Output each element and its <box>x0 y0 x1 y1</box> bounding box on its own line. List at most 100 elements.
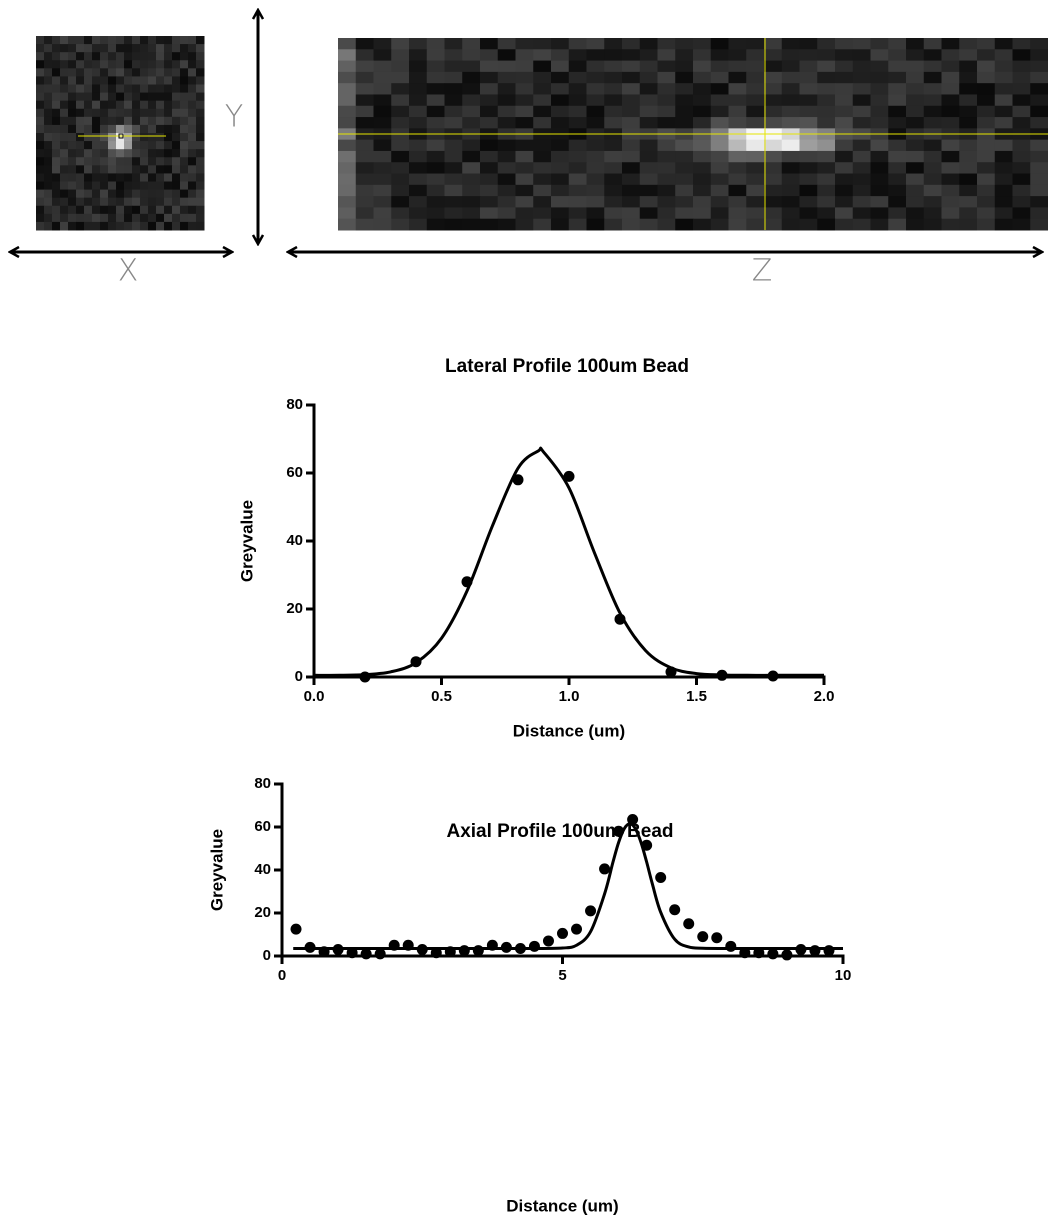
image-pixel <box>497 49 516 62</box>
image-pixel <box>338 173 357 186</box>
image-pixel <box>68 149 77 158</box>
image-pixel <box>799 173 818 186</box>
image-pixel <box>108 60 117 69</box>
image-pixel <box>977 94 996 107</box>
z-label: Z <box>752 254 773 289</box>
image-pixel <box>36 44 45 53</box>
image-pixel <box>44 133 53 142</box>
image-pixel <box>132 141 141 150</box>
image-pixel <box>124 189 133 199</box>
image-pixel <box>124 149 133 158</box>
image-pixel <box>196 116 205 126</box>
image-pixel <box>52 52 61 61</box>
image-pixel <box>84 221 93 231</box>
image-pixel <box>108 100 117 110</box>
image-pixel <box>480 49 499 62</box>
image-pixel <box>156 108 165 118</box>
image-pixel <box>60 149 69 158</box>
image-pixel <box>60 60 69 69</box>
image-pixel <box>426 218 445 231</box>
image-pixel <box>426 196 445 208</box>
image-pixel <box>148 181 157 191</box>
image-pixel <box>870 173 889 186</box>
image-pixel <box>426 60 445 73</box>
image-pixel <box>108 68 117 77</box>
image-pixel <box>68 60 77 69</box>
image-pixel <box>728 139 747 152</box>
image-pixel <box>959 173 978 186</box>
image-pixel <box>568 218 587 231</box>
image-pixel <box>148 141 157 150</box>
image-pixel <box>728 184 747 197</box>
image-pixel <box>84 181 93 191</box>
image-pixel <box>108 181 117 191</box>
image-pixel <box>835 218 854 231</box>
image-pixel <box>959 162 978 175</box>
image-pixel <box>1012 218 1031 231</box>
image-pixel <box>108 116 117 126</box>
image-pixel <box>148 149 157 158</box>
image-pixel <box>180 149 189 158</box>
image-pixel <box>533 150 552 163</box>
x-tick-label: 1.5 <box>686 688 707 705</box>
image-pixel <box>92 60 101 69</box>
image-pixel <box>586 207 605 220</box>
image-pixel <box>52 44 61 53</box>
image-pixel <box>515 184 534 197</box>
image-pixel <box>391 83 410 95</box>
image-pixel <box>906 139 925 152</box>
image-pixel <box>1030 117 1048 129</box>
image-pixel <box>657 218 676 231</box>
image-pixel <box>84 92 93 102</box>
y-tick-label: 60 <box>254 818 271 835</box>
image-pixel <box>116 181 125 191</box>
image-pixel <box>36 68 45 77</box>
image-pixel <box>657 105 676 118</box>
image-pixel <box>497 173 516 186</box>
image-pixel <box>675 218 694 231</box>
image-pixel <box>68 133 77 142</box>
image-pixel <box>108 76 117 85</box>
image-pixel <box>124 213 133 223</box>
image-pixel <box>409 139 428 152</box>
image-pixel <box>164 213 173 223</box>
image-pixel <box>338 150 357 163</box>
image-pixel <box>164 124 173 134</box>
image-pixel <box>994 71 1013 84</box>
image-pixel <box>60 189 69 199</box>
image-pixel <box>480 38 499 50</box>
image-pixel <box>781 196 800 208</box>
image-pixel <box>124 124 133 134</box>
image-pixel <box>76 165 85 174</box>
image-pixel <box>140 124 149 134</box>
image-pixel <box>817 150 836 163</box>
image-pixel <box>355 49 374 62</box>
image-pixel <box>1030 173 1048 186</box>
image-pixel <box>68 221 77 231</box>
image-pixel <box>604 49 623 62</box>
image-pixel <box>781 49 800 62</box>
image-pixel <box>622 94 641 107</box>
image-pixel <box>180 189 189 199</box>
image-pixel <box>977 49 996 62</box>
image-pixel <box>196 133 205 142</box>
image-pixel <box>164 84 173 94</box>
image-pixel <box>92 149 101 158</box>
x-tick-label: 0 <box>278 967 286 984</box>
image-pixel <box>180 36 189 45</box>
image-pixel <box>923 49 942 62</box>
image-pixel <box>1030 83 1048 95</box>
image-pixel <box>188 60 197 69</box>
crosshair-box <box>118 133 124 139</box>
image-pixel <box>52 141 61 150</box>
image-pixel <box>124 197 133 207</box>
image-pixel <box>728 207 747 220</box>
image-pixel <box>622 218 641 231</box>
image-pixel <box>1030 60 1048 73</box>
image-pixel <box>124 116 133 126</box>
image-pixel <box>373 173 392 186</box>
image-pixel <box>639 196 658 208</box>
fit-line <box>293 822 843 951</box>
image-pixel <box>355 150 374 163</box>
